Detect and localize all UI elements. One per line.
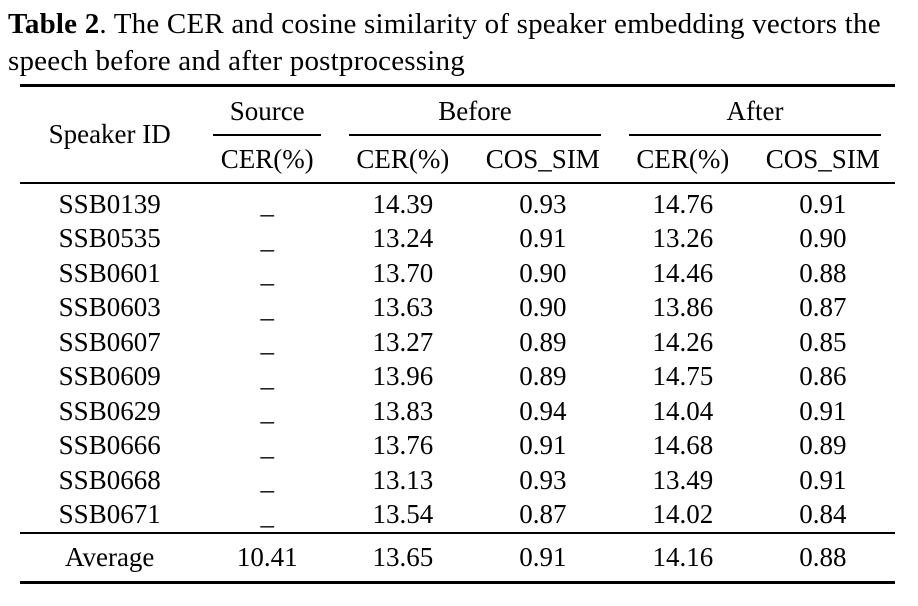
- table-row: SSB0666 _ 13.76 0.91 14.68 0.89: [20, 429, 895, 464]
- cell-before-cer: 13.70: [372, 257, 434, 288]
- cell-before-cos-sim: 0.93: [519, 464, 567, 495]
- table-row: SSB0603 _ 13.63 0.90 13.86 0.87: [20, 291, 895, 326]
- cell-before-cos-sim: 0.90: [519, 292, 567, 323]
- table-row: SSB0601 _ 13.70 0.90 14.46 0.88: [20, 256, 895, 291]
- cell-average-before-cos-sim: 0.91: [519, 542, 567, 573]
- cell-speaker-id: SSB0671: [58, 499, 161, 530]
- cell-speaker-id: SSB0139: [58, 188, 161, 219]
- cell-before-cer: 13.76: [372, 430, 434, 461]
- cell-after-cos-sim: 0.91: [799, 188, 847, 219]
- cell-after-cer: 14.75: [652, 361, 714, 392]
- table-row: SSB0139 _ 14.39 0.93 14.76 0.91: [20, 183, 895, 222]
- cell-average-after-cos-sim: 0.88: [799, 542, 847, 573]
- table-row: SSB0607 _ 13.27 0.89 14.26 0.85: [20, 325, 895, 360]
- cell-before-cos-sim: 0.89: [519, 361, 567, 392]
- table-row: SSB0668 _ 13.13 0.93 13.49 0.91: [20, 463, 895, 498]
- table-row: SSB0535 _ 13.24 0.91 13.26 0.90: [20, 222, 895, 257]
- cell-average-source-cer: 10.41: [236, 542, 298, 573]
- cell-before-cos-sim: 0.93: [519, 188, 567, 219]
- cell-before-cos-sim: 0.87: [519, 499, 567, 530]
- cell-source-cer: _: [260, 223, 274, 254]
- cell-speaker-id: SSB0666: [58, 430, 161, 461]
- header-after-cer: CER(%): [636, 143, 730, 174]
- cell-average-before-cer: 13.65: [372, 542, 434, 573]
- cell-speaker-id: SSB0603: [58, 292, 161, 323]
- table-row: SSB0671 _ 13.54 0.87 14.02 0.84: [20, 498, 895, 534]
- cell-speaker-id: SSB0607: [58, 326, 161, 357]
- table-footer: Average 10.41 13.65 0.91 14.16 0.88: [20, 533, 895, 583]
- cell-source-cer: _: [260, 396, 274, 427]
- cell-after-cos-sim: 0.88: [799, 257, 847, 288]
- cell-after-cer: 14.26: [652, 326, 714, 357]
- cell-before-cer: 13.63: [372, 292, 434, 323]
- cell-before-cos-sim: 0.91: [519, 430, 567, 461]
- cell-after-cer: 13.26: [652, 223, 714, 254]
- cell-source-cer: _: [260, 465, 274, 496]
- average-row: Average 10.41 13.65 0.91 14.16 0.88: [20, 533, 895, 583]
- header-before-cos-sim: COS_SIM: [485, 143, 600, 174]
- table-row: SSB0629 _ 13.83 0.94 14.04 0.91: [20, 394, 895, 429]
- cell-after-cer: 14.04: [652, 395, 714, 426]
- cell-after-cer: 14.46: [652, 257, 714, 288]
- table-row: SSB0609 _ 13.96 0.89 14.75 0.86: [20, 360, 895, 395]
- cell-before-cer: 13.54: [372, 499, 434, 530]
- table-header: Speaker ID Source Before After CER(%) CE…: [20, 86, 895, 184]
- cell-before-cer: 13.96: [372, 361, 434, 392]
- header-group-after: After: [615, 86, 895, 137]
- cell-speaker-id: SSB0668: [58, 464, 161, 495]
- cell-source-cer: _: [260, 292, 274, 323]
- table-caption-label: Table 2: [8, 8, 100, 40]
- header-group-row: Speaker ID Source Before After: [20, 86, 895, 149]
- cell-average-after-cer: 14.16: [652, 542, 714, 573]
- cell-after-cos-sim: 0.91: [799, 395, 847, 426]
- cell-source-cer: _: [260, 189, 274, 220]
- cell-source-cer: _: [260, 430, 274, 461]
- header-speaker-id: Speaker ID: [48, 119, 171, 150]
- cell-after-cos-sim: 0.89: [799, 430, 847, 461]
- table-caption-text: . The CER and cosine similarity of speak…: [8, 8, 881, 78]
- cell-after-cer: 14.76: [652, 188, 714, 219]
- cell-before-cos-sim: 0.91: [519, 223, 567, 254]
- header-sub-row: CER(%) CER(%) COS_SIM CER(%) COS_SIM: [20, 136, 895, 184]
- cell-speaker-id: SSB0609: [58, 361, 161, 392]
- cell-before-cos-sim: 0.89: [519, 326, 567, 357]
- header-source-cer: CER(%): [220, 143, 314, 174]
- cell-before-cos-sim: 0.90: [519, 257, 567, 288]
- cell-before-cer: 13.24: [372, 223, 434, 254]
- header-before-cer: CER(%): [356, 143, 450, 174]
- table-body: SSB0139 _ 14.39 0.93 14.76 0.91 SSB0535 …: [20, 183, 895, 533]
- cell-after-cos-sim: 0.85: [799, 326, 847, 357]
- cell-after-cos-sim: 0.90: [799, 223, 847, 254]
- cell-after-cer: 14.68: [652, 430, 714, 461]
- cell-after-cer: 13.86: [652, 292, 714, 323]
- header-group-before: Before: [335, 86, 615, 137]
- cell-speaker-id: SSB0535: [58, 223, 161, 254]
- cell-before-cer: 13.83: [372, 395, 434, 426]
- cell-speaker-id: SSB0629: [58, 395, 161, 426]
- cell-source-cer: _: [260, 361, 274, 392]
- results-table: Speaker ID Source Before After CER(%) CE…: [20, 84, 895, 585]
- cell-average-label: Average: [64, 542, 155, 573]
- cell-after-cos-sim: 0.91: [799, 464, 847, 495]
- table-caption: Table 2. The CER and cosine similarity o…: [8, 6, 908, 80]
- cell-source-cer: _: [260, 258, 274, 289]
- header-after-cos-sim: COS_SIM: [765, 143, 880, 174]
- cell-after-cer: 13.49: [652, 464, 714, 495]
- cell-after-cer: 14.02: [652, 499, 714, 530]
- cell-after-cos-sim: 0.86: [799, 361, 847, 392]
- cell-source-cer: _: [260, 499, 274, 530]
- cell-speaker-id: SSB0601: [58, 257, 161, 288]
- cell-after-cos-sim: 0.84: [799, 499, 847, 530]
- cell-before-cer: 13.13: [372, 464, 434, 495]
- cell-before-cos-sim: 0.94: [519, 395, 567, 426]
- cell-source-cer: _: [260, 327, 274, 358]
- cell-before-cer: 14.39: [372, 188, 434, 219]
- cell-after-cos-sim: 0.87: [799, 292, 847, 323]
- header-group-source: Source: [199, 86, 335, 137]
- cell-before-cer: 13.27: [372, 326, 434, 357]
